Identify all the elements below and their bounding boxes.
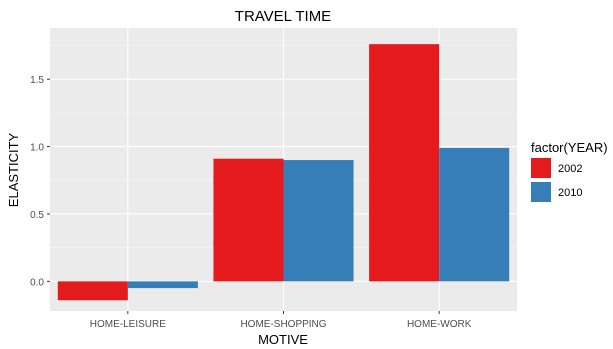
y-tick-label: 1.5 <box>30 75 44 86</box>
y-tick-label: 1.0 <box>30 143 44 154</box>
legend: factor(YEAR) 2002 2010 <box>531 140 608 202</box>
x-axis-title: MOTIVE <box>258 332 308 347</box>
x-tick-label: HOME-LEISURE <box>90 319 166 330</box>
chart-title: TRAVEL TIME <box>235 8 331 25</box>
legend-title: factor(YEAR) <box>531 140 608 155</box>
x-axis: HOME-LEISURE HOME-SHOPPING HOME-WORK <box>90 311 472 330</box>
bar-2010-home-work <box>439 147 510 282</box>
y-tick-label: 0.0 <box>30 277 44 288</box>
x-tick-label: HOME-SHOPPING <box>240 319 326 330</box>
x-tick-label: HOME-WORK <box>407 319 472 330</box>
bar-2010-home-leisure <box>127 281 198 289</box>
bar-2010-home-shopping <box>283 160 354 282</box>
y-tick-label: 0.5 <box>30 210 44 221</box>
legend-swatch-2010 <box>531 182 551 202</box>
legend-label-2010: 2010 <box>558 187 582 199</box>
y-axis: 0.0 0.5 1.0 1.5 <box>30 75 50 288</box>
bars-group <box>57 44 510 301</box>
legend-swatch-2002 <box>531 158 551 178</box>
bar-2002-home-shopping <box>213 158 284 282</box>
legend-label-2002: 2002 <box>558 163 582 175</box>
y-axis-title: ELASTICITY <box>6 132 21 207</box>
bar-2002-home-leisure <box>57 281 128 301</box>
bar-2002-home-work <box>369 44 440 282</box>
